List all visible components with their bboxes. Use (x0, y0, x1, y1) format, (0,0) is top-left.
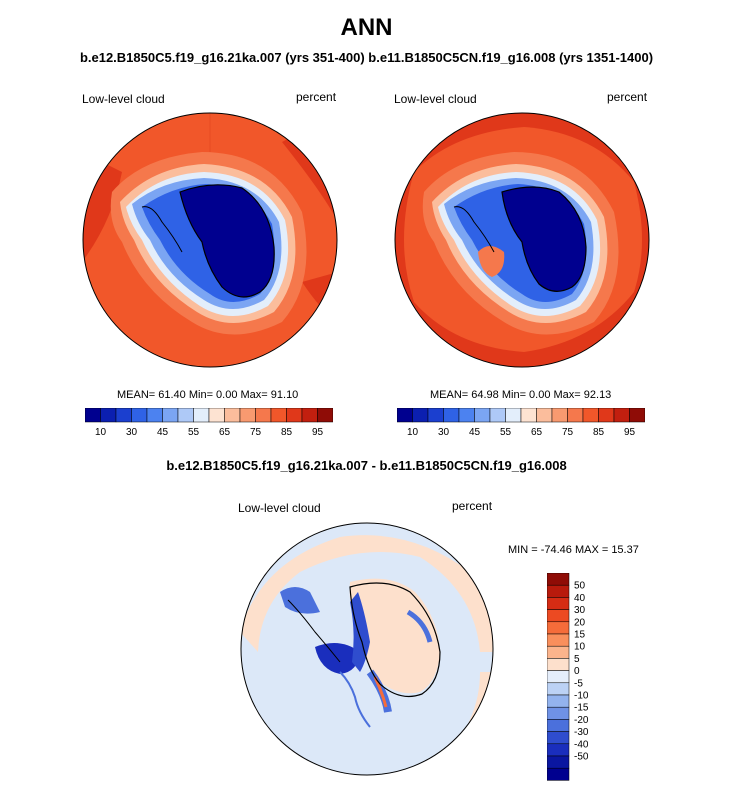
colorbar-tick-label: 0 (574, 666, 580, 677)
colorbar-tick-label: 55 (188, 427, 200, 438)
colorbar-swatch (598, 407, 615, 423)
colorbar-swatch (546, 572, 570, 586)
colorbar-swatch (546, 719, 570, 732)
colorbar-tick-label: 75 (250, 427, 262, 438)
right-polar-map (394, 112, 650, 368)
colorbar-tick-label: 85 (593, 427, 605, 438)
colorbar-swatch (317, 407, 334, 423)
colorbar-swatch (582, 407, 599, 423)
left-polar-map (82, 112, 338, 368)
right-panel-variable: Low-level cloud (394, 92, 477, 106)
colorbar-tick-label: 20 (574, 617, 586, 628)
colorbar-swatch (286, 407, 303, 423)
colorbar-swatch (546, 645, 570, 659)
colorbar-swatch (546, 706, 570, 720)
colorbar-swatch (546, 633, 570, 647)
diff-polar-map (240, 522, 494, 776)
colorbar-swatch (177, 407, 194, 423)
colorbar-swatch (546, 731, 570, 745)
colorbar-swatch (162, 407, 179, 423)
colorbar-tick-label: -5 (574, 678, 583, 689)
left-panel-units: percent (296, 90, 337, 104)
colorbar-tick-label: 5 (574, 654, 580, 665)
colorbar-tick-label: -10 (574, 691, 589, 702)
colorbar-swatch (131, 407, 148, 423)
colorbar-swatch (84, 407, 101, 423)
colorbar-tick-label: 95 (312, 427, 324, 438)
right-panel-stats: MEAN= 64.98 Min= 0.00 Max= 92.13 (430, 389, 612, 401)
colorbar-tick-label: -40 (574, 739, 589, 750)
diff-panel-stats: MIN = -74.46 MAX = 15.37 (508, 544, 639, 556)
colorbar-tick-label: 40 (574, 593, 586, 604)
colorbar-tick-label: -50 (574, 752, 589, 763)
colorbar-swatch (474, 407, 491, 423)
colorbar-tick-label: 85 (281, 427, 293, 438)
colorbar-swatch (224, 407, 241, 423)
colorbar-swatch (505, 407, 522, 423)
colorbar-tick-label: 75 (562, 427, 574, 438)
colorbar-swatch (270, 407, 287, 423)
colorbar-swatch (546, 694, 570, 708)
colorbar-swatch (546, 597, 570, 610)
colorbar-tick-label: 45 (469, 427, 481, 438)
colorbar-tick-label: 10 (574, 642, 586, 653)
diff-panel-units: percent (452, 499, 493, 513)
colorbar-swatch (193, 407, 210, 423)
colorbar-swatch (546, 658, 570, 671)
colorbar-swatch (396, 407, 413, 423)
left-panel-stats: MEAN= 61.40 Min= 0.00 Max= 91.10 (117, 389, 299, 401)
colorbar-swatch (613, 407, 630, 423)
colorbar-swatch (546, 670, 570, 684)
right-colorbar: 10 30 45 55 65 75 85 95 (396, 407, 646, 447)
colorbar-tick-label: 30 (574, 605, 586, 616)
colorbar-tick-label: 45 (157, 427, 169, 438)
colorbar-tick-label: 50 (574, 581, 586, 592)
colorbar-swatch (546, 609, 570, 623)
diff-panel-variable: Low-level cloud (238, 501, 321, 515)
colorbar-swatch (239, 407, 256, 423)
colorbar-swatch (546, 767, 570, 781)
colorbar-swatch (100, 407, 117, 423)
colorbar-swatch (301, 407, 318, 423)
colorbar-swatch (567, 407, 584, 423)
colorbar-tick-label: -15 (574, 703, 589, 714)
colorbar-swatch (546, 584, 570, 598)
colorbar-tick-label: -30 (574, 727, 589, 738)
colorbar-swatch (520, 407, 537, 423)
colorbar-tick-label: 95 (624, 427, 636, 438)
colorbar-swatch (115, 407, 132, 423)
colorbar-swatch (489, 407, 506, 423)
colorbar-tick-label: 15 (574, 630, 586, 641)
colorbar-swatch (412, 407, 429, 423)
left-panel-variable: Low-level cloud (82, 92, 165, 106)
right-panel-units: percent (607, 90, 648, 104)
colorbar-swatch (443, 407, 460, 423)
colorbar-tick-label: 10 (407, 427, 419, 438)
colorbar-tick-label: 10 (95, 427, 107, 438)
colorbar-tick-label: 55 (500, 427, 512, 438)
colorbar-swatch (546, 743, 570, 757)
colorbar-swatch (629, 407, 646, 423)
colorbar-swatch (255, 407, 272, 423)
colorbar-swatch (546, 682, 570, 696)
diff-colorbar: 50 40 30 20 15 10 5 0 -5 -10 -15 -20 -30 -40 -50 (546, 572, 607, 788)
colorbar-tick-label: 65 (219, 427, 231, 438)
colorbar-tick-label: 30 (126, 427, 138, 438)
colorbar-swatch (536, 407, 553, 423)
figure-title: ANN (340, 14, 393, 41)
colorbar-swatch (458, 407, 475, 423)
case-titles: b.e12.B1850C5.f19_g16.21ka.007 (yrs 351-… (79, 50, 654, 65)
colorbar-swatch (551, 407, 568, 423)
colorbar-swatch (146, 407, 163, 423)
colorbar-tick-label: -20 (574, 715, 589, 726)
colorbar-swatch (427, 407, 444, 423)
colorbar-swatch (546, 755, 570, 769)
colorbar-swatch (208, 407, 225, 423)
colorbar-swatch (546, 621, 570, 635)
difference-title: b.e12.B1850C5.f19_g16.21ka.007 - b.e11.B… (166, 458, 567, 473)
colorbar-tick-label: 30 (438, 427, 450, 438)
colorbar-tick-label: 65 (531, 427, 543, 438)
left-colorbar: 10 30 45 55 65 75 85 95 (84, 407, 334, 447)
